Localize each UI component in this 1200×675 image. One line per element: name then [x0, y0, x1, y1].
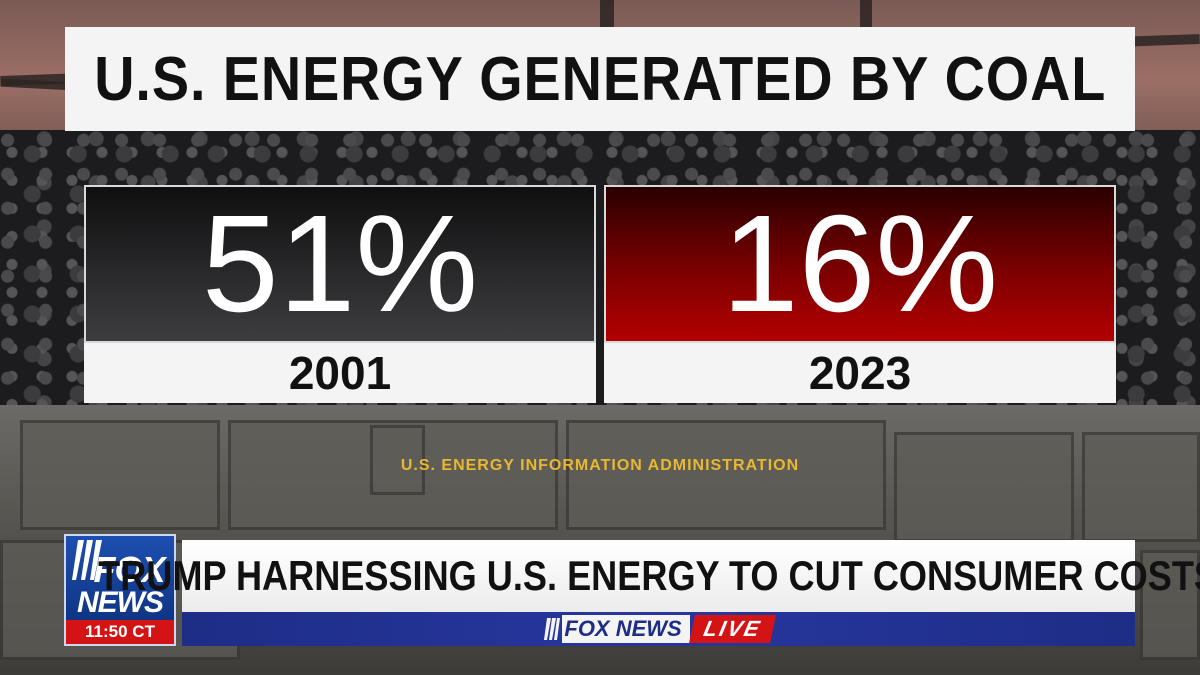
stat-panel-2023: 16% 2023 [604, 185, 1116, 403]
stat-value-box: 51% [84, 185, 596, 343]
logo-news-text: NEWS [77, 586, 164, 619]
ticker-brand-text: FOX NEWS [562, 615, 690, 643]
background-block [894, 432, 1074, 542]
stat-value: 16% [721, 187, 999, 341]
ticker-branding: FOX NEWS LIVE [544, 615, 776, 643]
stat-year: 2001 [288, 347, 392, 399]
live-badge: LIVE [688, 615, 776, 643]
logo-stripes-icon [72, 540, 102, 580]
logo-fox-text: FOX [93, 549, 165, 590]
stat-value: 51% [201, 187, 479, 341]
stat-year: 2023 [808, 347, 912, 399]
ticker-bar: FOX NEWS LIVE [182, 612, 1135, 646]
fox-stripes-icon [544, 618, 561, 640]
background-block [1082, 432, 1200, 542]
stat-year-box: 2001 [84, 343, 596, 403]
stat-year-box: 2023 [604, 343, 1116, 403]
stat-panel-2001: 51% 2001 [84, 185, 596, 403]
stat-value-box: 16% [604, 185, 1116, 343]
headline-banner: U.S. ENERGY GENERATED BY COAL [65, 27, 1135, 131]
network-logo: FOX NEWS 11:50 CT [64, 534, 176, 646]
chyron-text: TRUMP HARNESSING U.S. ENERGY TO CUT CONS… [98, 552, 1200, 599]
headline-title: U.S. ENERGY GENERATED BY COAL [93, 44, 1107, 114]
chyron-banner: TRUMP HARNESSING U.S. ENERGY TO CUT CONS… [99, 540, 1200, 612]
background-block [566, 420, 886, 530]
background-block [20, 420, 220, 530]
clock-time: 11:50 CT [66, 620, 174, 644]
background-block [1140, 550, 1200, 660]
source-credit: U.S. ENERGY INFORMATION ADMINISTRATION [400, 457, 800, 474]
background-block [370, 425, 425, 495]
